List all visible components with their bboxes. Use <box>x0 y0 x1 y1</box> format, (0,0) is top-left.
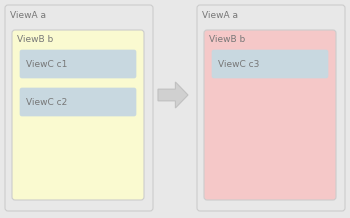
Text: ViewA a: ViewA a <box>10 10 46 19</box>
FancyBboxPatch shape <box>20 50 136 78</box>
Text: ViewB b: ViewB b <box>17 36 53 44</box>
Text: ViewA a: ViewA a <box>202 10 238 19</box>
FancyBboxPatch shape <box>5 5 153 211</box>
FancyBboxPatch shape <box>212 50 328 78</box>
Text: ViewB b: ViewB b <box>209 36 245 44</box>
FancyBboxPatch shape <box>20 88 136 116</box>
FancyBboxPatch shape <box>12 30 144 200</box>
Text: ViewC c1: ViewC c1 <box>26 60 67 68</box>
FancyBboxPatch shape <box>204 30 336 200</box>
Polygon shape <box>158 82 188 108</box>
Text: ViewC c3: ViewC c3 <box>218 60 259 68</box>
FancyBboxPatch shape <box>197 5 345 211</box>
Text: ViewC c2: ViewC c2 <box>26 97 67 107</box>
